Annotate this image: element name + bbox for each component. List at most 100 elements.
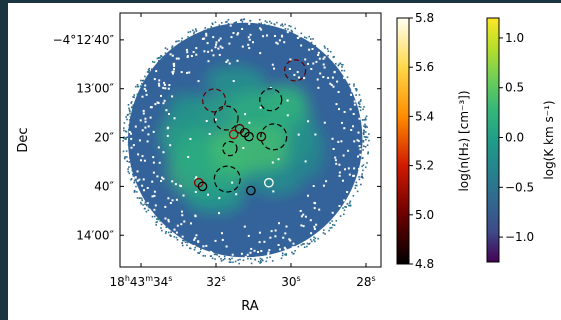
edge-pixel bbox=[160, 55, 162, 57]
edge-pixel bbox=[169, 234, 172, 237]
masked-pixel bbox=[282, 236, 285, 239]
edge-pixel bbox=[160, 58, 162, 61]
masked-pixel bbox=[352, 113, 355, 115]
masked-pixel bbox=[209, 250, 212, 253]
masked-pixel bbox=[352, 125, 354, 128]
masked-pixel bbox=[302, 213, 305, 216]
masked-pixel bbox=[359, 153, 362, 156]
edge-pixel bbox=[310, 38, 312, 40]
masked-pixel bbox=[331, 76, 334, 79]
masked-pixel bbox=[299, 210, 302, 212]
masked-pixel bbox=[162, 177, 165, 180]
masked-pixel bbox=[138, 178, 141, 181]
masked-pixel bbox=[236, 33, 239, 36]
edge-pixel bbox=[280, 257, 283, 260]
edge-pixel bbox=[356, 88, 358, 91]
edge-pixel bbox=[287, 28, 289, 30]
edge-pixel bbox=[207, 28, 209, 30]
masked-pixel bbox=[221, 238, 224, 241]
edge-pixel bbox=[158, 60, 160, 62]
masked-pixel bbox=[218, 39, 220, 42]
edge-pixel bbox=[147, 69, 150, 71]
edge-pixel bbox=[363, 125, 365, 127]
masked-pixel bbox=[202, 245, 205, 248]
edge-pixel bbox=[235, 21, 237, 23]
masked-pixel bbox=[292, 242, 295, 245]
edge-pixel bbox=[171, 45, 174, 48]
edge-pixel bbox=[157, 217, 159, 220]
masked-pixel bbox=[130, 137, 133, 140]
edge-pixel bbox=[285, 253, 287, 255]
edge-pixel bbox=[237, 259, 239, 261]
masked-pixel bbox=[232, 80, 235, 82]
masked-pixel bbox=[186, 51, 189, 54]
edge-pixel bbox=[160, 223, 163, 226]
masked-pixel bbox=[356, 139, 359, 142]
masked-pixel bbox=[165, 109, 168, 112]
masked-pixel bbox=[338, 163, 341, 166]
edge-pixel bbox=[129, 156, 131, 159]
masked-pixel bbox=[193, 238, 196, 241]
masked-pixel bbox=[244, 255, 247, 258]
edge-pixel bbox=[285, 254, 287, 256]
masked-pixel bbox=[146, 202, 149, 205]
edge-pixel bbox=[302, 243, 304, 245]
edge-pixel bbox=[362, 140, 365, 143]
masked-pixel bbox=[218, 53, 221, 56]
masked-pixel bbox=[128, 131, 131, 133]
edge-pixel bbox=[249, 19, 251, 22]
edge-pixel bbox=[198, 252, 200, 254]
edge-pixel bbox=[356, 184, 358, 187]
edge-pixel bbox=[341, 69, 343, 72]
edge-pixel bbox=[151, 60, 154, 63]
edge-pixel bbox=[364, 117, 367, 119]
edge-pixel bbox=[259, 262, 261, 264]
masked-pixel bbox=[154, 103, 157, 106]
masked-pixel bbox=[317, 54, 320, 56]
masked-pixel bbox=[357, 131, 360, 134]
edge-pixel bbox=[200, 248, 202, 250]
edge-pixel bbox=[156, 57, 159, 60]
masked-pixel bbox=[319, 72, 322, 75]
edge-pixel bbox=[222, 259, 225, 261]
masked-pixel bbox=[194, 215, 197, 218]
masked-pixel bbox=[279, 248, 282, 251]
masked-pixel bbox=[157, 146, 160, 149]
edge-pixel bbox=[144, 207, 146, 210]
masked-pixel bbox=[310, 232, 313, 235]
edge-pixel bbox=[366, 144, 369, 146]
edge-pixel bbox=[363, 133, 365, 136]
masked-pixel bbox=[207, 193, 209, 196]
masked-pixel bbox=[271, 161, 274, 164]
masked-pixel bbox=[153, 190, 156, 193]
edge-pixel bbox=[165, 226, 168, 229]
edge-pixel bbox=[358, 94, 361, 96]
edge-pixel bbox=[132, 175, 135, 177]
edge-pixel bbox=[300, 32, 303, 35]
edge-pixel bbox=[366, 162, 368, 164]
edge-pixel bbox=[157, 218, 159, 221]
masked-pixel bbox=[258, 241, 261, 244]
edge-pixel bbox=[202, 255, 205, 257]
masked-pixel bbox=[160, 94, 162, 97]
masked-pixel bbox=[267, 251, 270, 254]
edge-pixel bbox=[151, 215, 154, 218]
edge-pixel bbox=[133, 191, 136, 193]
edge-pixel bbox=[290, 25, 292, 28]
masked-pixel bbox=[169, 144, 172, 147]
masked-pixel bbox=[337, 140, 340, 143]
edge-pixel bbox=[136, 85, 139, 88]
edge-pixel bbox=[294, 27, 296, 30]
masked-pixel bbox=[353, 167, 356, 170]
edge-pixel bbox=[194, 246, 196, 249]
edge-pixel bbox=[213, 253, 216, 256]
masked-pixel bbox=[169, 53, 172, 56]
masked-pixel bbox=[336, 80, 339, 83]
edge-pixel bbox=[233, 22, 236, 24]
masked-pixel bbox=[240, 252, 243, 255]
edge-pixel bbox=[141, 82, 143, 85]
edge-pixel bbox=[308, 35, 310, 38]
edge-pixel bbox=[297, 245, 300, 248]
edge-pixel bbox=[182, 239, 184, 242]
edge-pixel bbox=[127, 104, 130, 106]
